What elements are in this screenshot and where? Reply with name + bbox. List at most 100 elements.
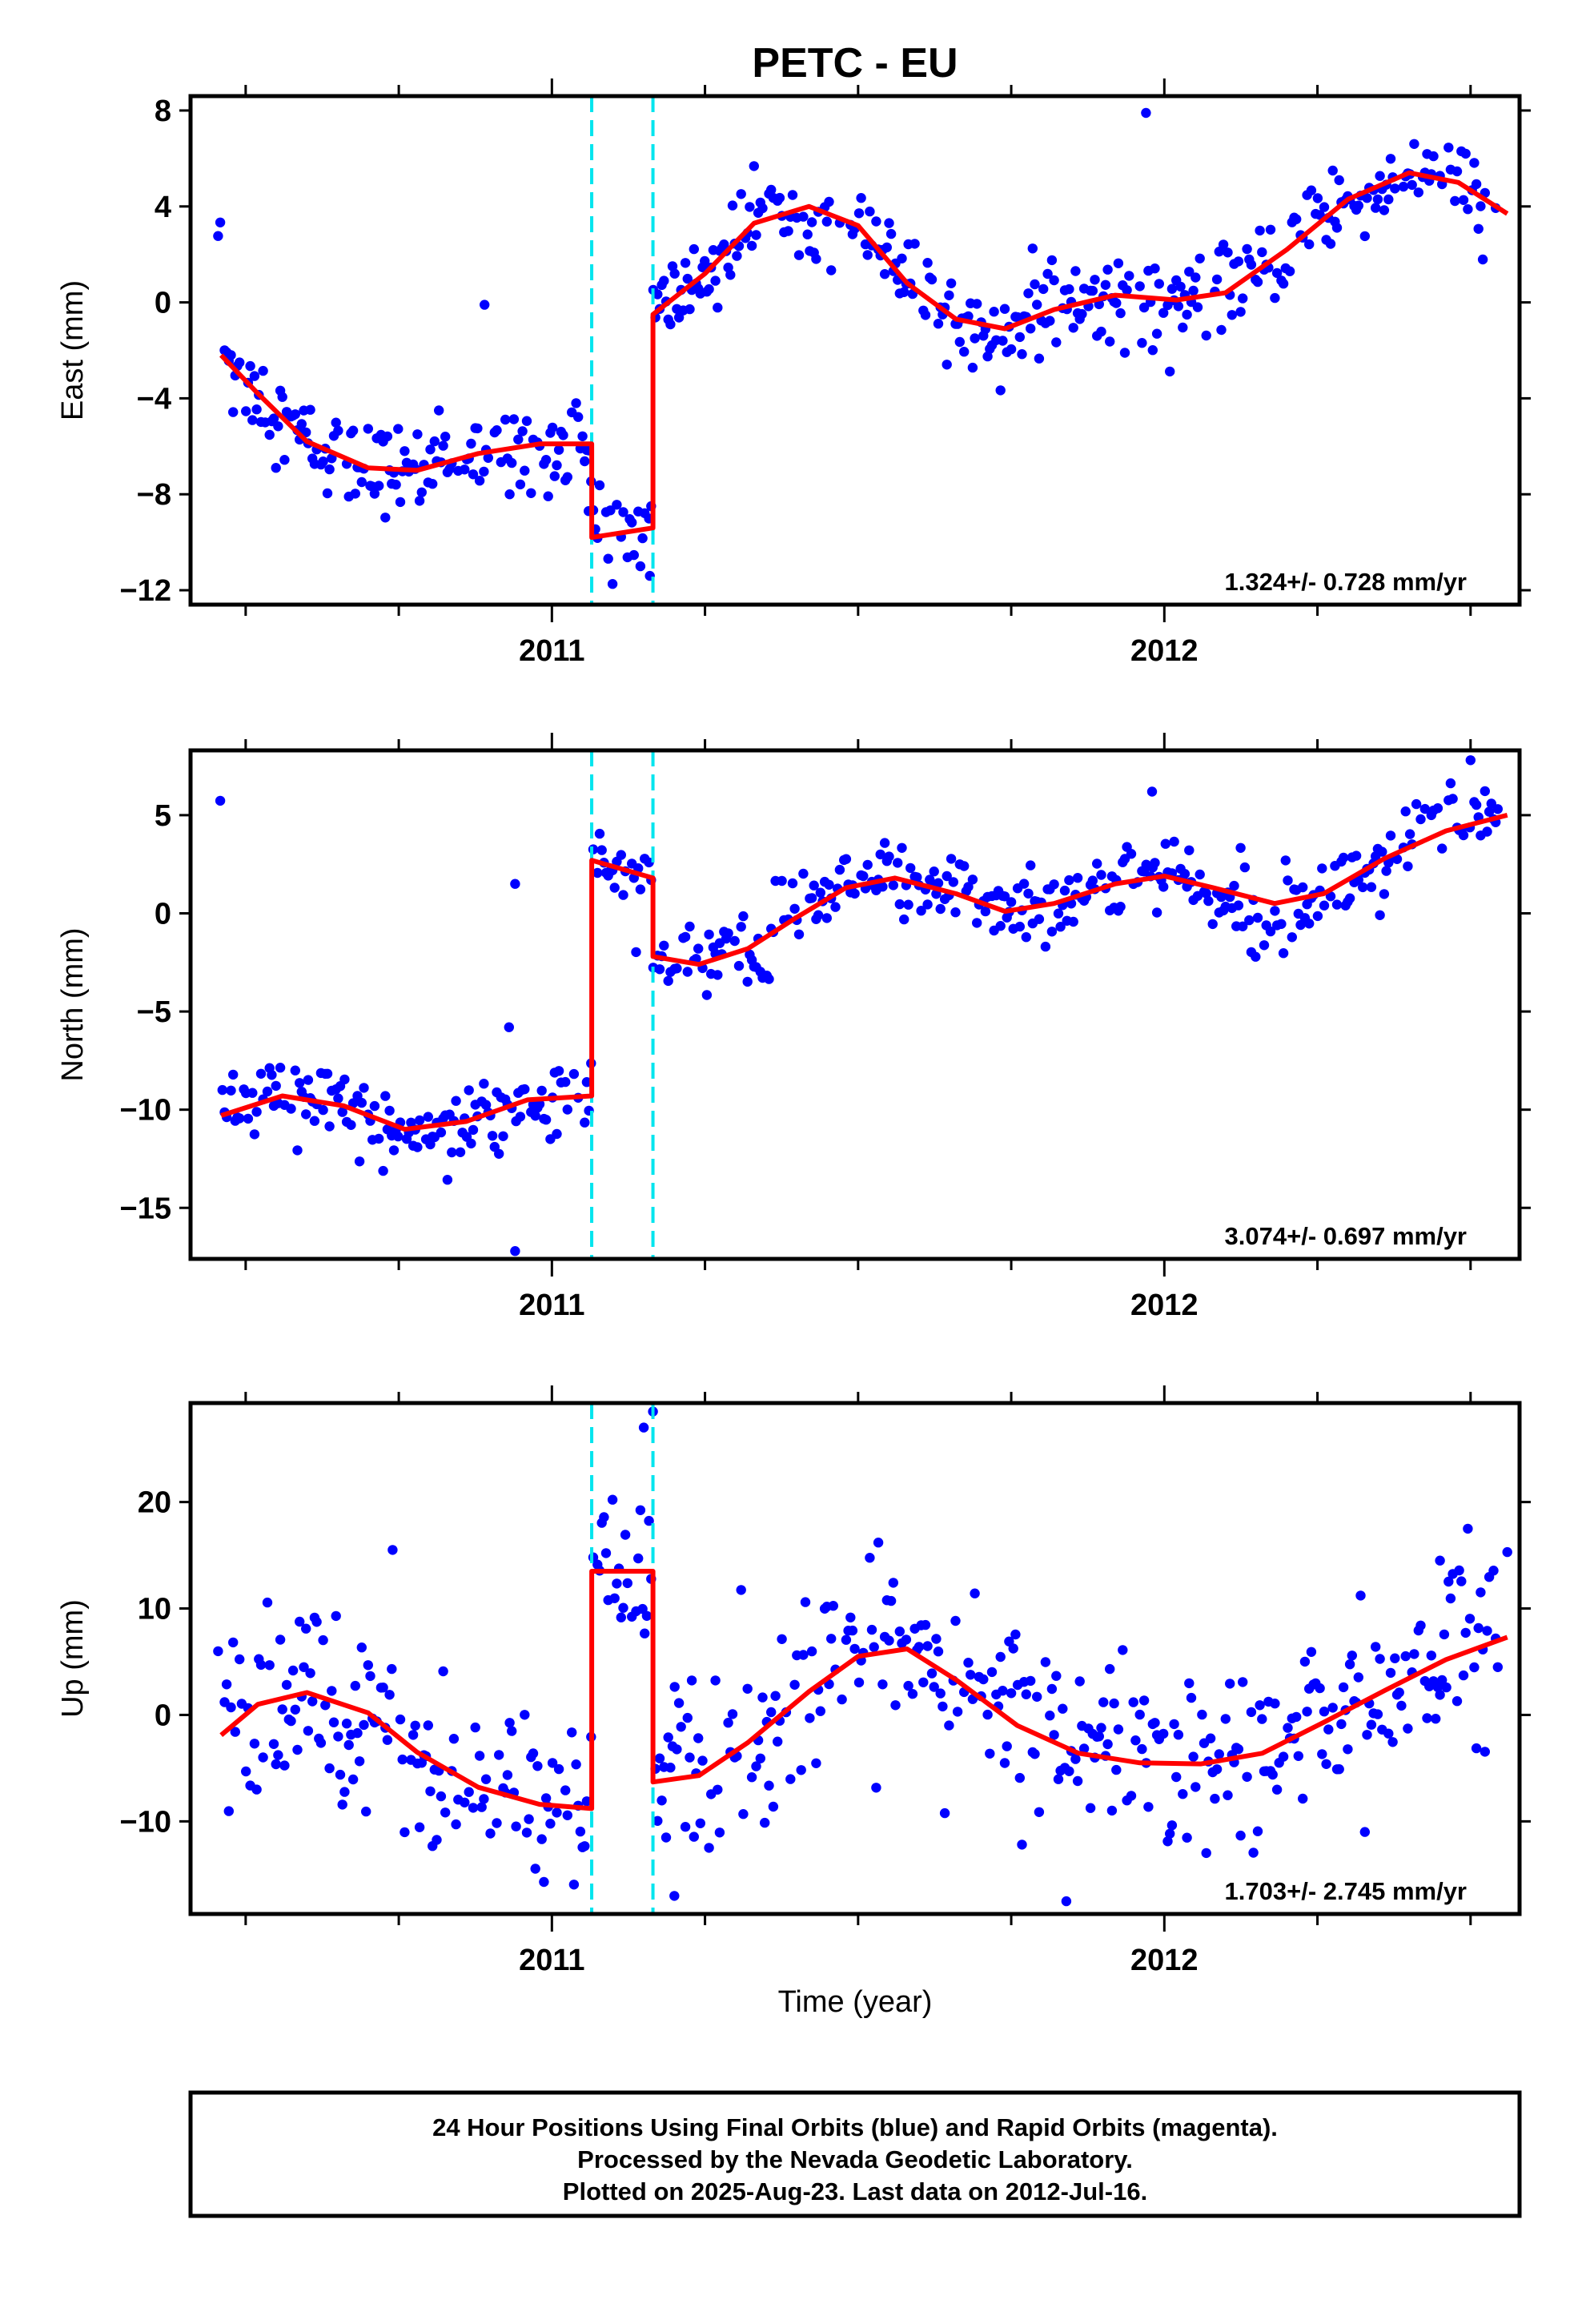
up-data-point [865,1553,875,1563]
north-data-point [723,928,733,939]
east-data-point [466,438,476,449]
up-data-point [1211,1764,1223,1775]
east-data-point [1017,349,1027,360]
east-data-point [757,203,768,214]
up-data-point [1480,1747,1491,1757]
east-data-point [483,452,493,463]
north-data-point [933,878,944,888]
east-data-point [1255,225,1265,236]
up-data-point [768,1801,779,1812]
east-data-point [1375,171,1385,181]
north-data-point [777,875,787,887]
east-data-point [669,268,680,279]
up-data-point [1225,1679,1235,1689]
north-data-point [466,1138,476,1149]
up-data-point [1441,1682,1452,1693]
up-data-point [710,1675,721,1686]
up-data-point [520,1710,530,1720]
east-data-point [1032,300,1042,310]
north-data-point [464,1085,474,1096]
east-outlier-point [1141,107,1151,119]
east-data-point [213,231,223,241]
up-data-point [1096,1723,1106,1733]
east-data-point [1178,322,1188,333]
east-data-point [1223,247,1233,258]
east-data-point [526,488,536,498]
north-data-point [1203,895,1214,907]
up-data-point [331,1610,341,1622]
north-data-point [1358,882,1368,893]
up-data-point [320,1700,331,1711]
up-data-point [1473,1622,1484,1634]
east-data-point [1192,302,1203,312]
up-data-point [1362,1730,1372,1740]
north-data-point [1252,912,1263,923]
up-data-point [1201,1848,1211,1859]
up-data-point [600,1548,612,1558]
north-data-point [594,828,605,839]
east-data-point [400,446,410,456]
east-data-point [1319,202,1330,212]
east-rate-label: 1.324+/- 0.728 mm/yr [1225,568,1467,596]
north-data-point [1059,885,1070,896]
up-data-point [1049,1730,1059,1740]
north-model-line [220,812,1508,1132]
east-data-point [245,360,255,372]
north-data-point [1458,830,1469,841]
up-data-point [901,1634,912,1645]
up-data-point [521,1827,532,1838]
up-data-point [773,1736,783,1747]
north-data-point [631,947,641,958]
up-data-point [1053,1774,1064,1784]
north-data-point [663,975,673,987]
north-data-point [618,890,628,900]
up-data-point [264,1660,275,1671]
north-data-point [1092,858,1102,869]
north-data-point [455,1147,466,1158]
up-data-point [1298,1793,1308,1804]
up-data-point [963,1658,974,1668]
east-data-point [271,463,281,473]
up-data-point [920,1619,931,1630]
north-data-point [255,1068,267,1080]
up-data-point [978,1674,989,1685]
north-data-point [1447,794,1458,804]
up-x-tick-label: 2012 [1130,1944,1199,1977]
up-data-point [950,1615,961,1626]
up-data-point [933,1647,944,1657]
east-data-point [1026,324,1036,334]
east-data-point [492,425,502,436]
east-data-point [517,426,528,436]
up-data-point [1437,1675,1447,1686]
up-data-point [432,1835,442,1845]
up-data-point [1372,1709,1383,1719]
north-data-point [536,1085,547,1096]
east-data-point [1242,243,1252,255]
east-data-point [468,469,479,480]
up-data-point [251,1784,262,1795]
north-data-point [635,884,646,895]
north-data-point [235,1113,245,1124]
east-data-point [603,553,613,564]
north-data-point [451,1096,461,1106]
east-outlier-point [480,300,490,310]
north-data-point [849,888,860,899]
north-data-point [275,1063,286,1073]
up-data-point [384,1690,395,1700]
panel-up: 20 10 0 −10 2011 2012 Up (mm) 1.703+/- 2.745 mm… [56,1385,1531,1977]
east-data-point [1270,292,1280,304]
up-data-point [1383,1728,1394,1739]
up-data-point [1302,1707,1312,1717]
east-data-point [1077,308,1087,320]
up-outlier-point [1502,1546,1512,1558]
up-data-point [641,1610,652,1622]
north-data-point [1379,889,1390,899]
up-data-point [907,1689,918,1699]
east-data-point [247,415,258,425]
north-data-point [1482,826,1492,837]
up-data-point [939,1807,950,1819]
up-data-point [764,1780,774,1791]
north-data-point [1049,879,1059,890]
north-data-point [862,859,873,870]
north-data-point [1377,846,1387,857]
